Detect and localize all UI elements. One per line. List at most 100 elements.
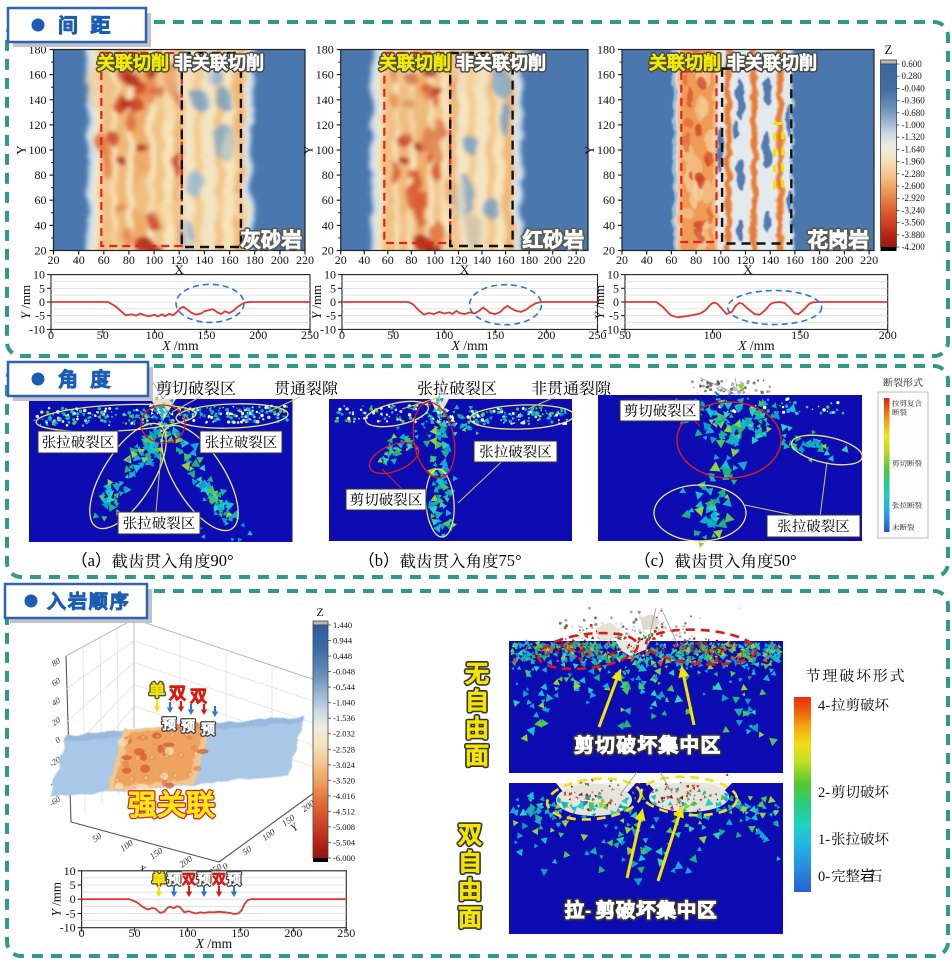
- svg-text:-1.536: -1.536: [333, 713, 355, 723]
- svg-text:60: 60: [322, 193, 334, 207]
- svg-text:-2.280: -2.280: [902, 169, 926, 179]
- svg-text:-0.040: -0.040: [902, 83, 926, 93]
- svg-text:20: 20: [48, 253, 60, 267]
- svg-text:-10: -10: [60, 921, 76, 935]
- svg-text:-10: -10: [603, 322, 619, 336]
- svg-text:-0.048: -0.048: [333, 667, 355, 677]
- svg-text:180: 180: [520, 253, 538, 267]
- svg-text:-3.520: -3.520: [333, 775, 355, 785]
- svg-text:50°: 50°: [774, 551, 797, 570]
- svg-text:Y: Y: [301, 145, 316, 155]
- svg-text:60: 60: [35, 193, 47, 207]
- svg-text:1.440: 1.440: [333, 620, 352, 630]
- svg-text:120: 120: [450, 253, 468, 267]
- svg-text:X /mm: X /mm: [451, 338, 489, 353]
- svg-text:-5.008: -5.008: [333, 822, 355, 832]
- svg-text:5: 5: [613, 281, 619, 295]
- svg-text:-2.920: -2.920: [902, 193, 926, 203]
- svg-text:-3.240: -3.240: [902, 205, 926, 215]
- svg-text:X /mm: X /mm: [195, 936, 233, 951]
- svg-text:0.944: 0.944: [333, 636, 353, 646]
- svg-text:-3.880: -3.880: [902, 230, 926, 240]
- svg-text:120: 120: [737, 253, 755, 267]
- svg-text:2-: 2-: [818, 785, 830, 801]
- svg-text:40: 40: [358, 253, 370, 267]
- svg-text:40: 40: [322, 218, 334, 232]
- svg-text:0.448: 0.448: [333, 651, 352, 661]
- svg-text:（c）: （c）: [634, 551, 674, 570]
- svg-text:1-: 1-: [818, 832, 830, 848]
- svg-text:140: 140: [316, 93, 334, 107]
- svg-text:160: 160: [316, 68, 334, 82]
- svg-text:0: 0: [48, 328, 54, 342]
- svg-text:250: 250: [589, 328, 607, 342]
- svg-text:180: 180: [597, 43, 615, 57]
- svg-text:-1.640: -1.640: [902, 144, 926, 154]
- svg-text:80: 80: [690, 253, 702, 267]
- svg-text:（a）: （a）: [71, 551, 111, 570]
- svg-text:180: 180: [316, 43, 334, 57]
- svg-text:Z: Z: [316, 605, 323, 619]
- svg-text:-5: -5: [326, 309, 336, 323]
- svg-text:20: 20: [322, 244, 334, 258]
- svg-text:160: 160: [221, 253, 239, 267]
- svg-text:120: 120: [29, 118, 47, 132]
- svg-text:160: 160: [29, 68, 47, 82]
- svg-text:-1.000: -1.000: [902, 120, 926, 130]
- svg-text:220: 220: [296, 253, 314, 267]
- svg-text:0: 0: [53, 734, 63, 745]
- svg-text:250: 250: [301, 328, 319, 342]
- svg-text:Y /mm: Y /mm: [18, 285, 33, 319]
- svg-text:-0.680: -0.680: [902, 108, 926, 118]
- svg-text:-4.016: -4.016: [333, 791, 355, 801]
- svg-text:200: 200: [879, 328, 897, 342]
- svg-text:0-: 0-: [818, 869, 830, 885]
- svg-text:20: 20: [35, 244, 47, 258]
- svg-text:100: 100: [145, 253, 163, 267]
- svg-text:50: 50: [97, 328, 109, 342]
- svg-text:0: 0: [339, 328, 345, 342]
- svg-text:Z: Z: [885, 43, 893, 57]
- svg-text:100: 100: [426, 253, 444, 267]
- svg-text:0.280: 0.280: [902, 71, 923, 81]
- svg-text:X: X: [743, 262, 753, 277]
- svg-text:80: 80: [35, 168, 47, 182]
- svg-text:100: 100: [704, 328, 722, 342]
- svg-text:10: 10: [33, 268, 45, 282]
- svg-text:120: 120: [597, 118, 615, 132]
- svg-text:100: 100: [435, 328, 453, 342]
- svg-text:-3.024: -3.024: [333, 760, 356, 770]
- svg-text:10: 10: [64, 864, 76, 878]
- svg-text:0: 0: [79, 926, 85, 940]
- svg-text:-6.000: -6.000: [333, 853, 355, 863]
- svg-text:-10: -10: [29, 322, 45, 336]
- svg-text:10: 10: [324, 268, 336, 282]
- svg-text:0.600: 0.600: [902, 59, 923, 69]
- svg-text:60: 60: [382, 253, 394, 267]
- svg-text:75°: 75°: [499, 551, 522, 570]
- svg-text:20: 20: [616, 253, 628, 267]
- svg-text:60: 60: [665, 253, 677, 267]
- svg-text:80: 80: [603, 168, 615, 182]
- svg-text:Y /mm: Y /mm: [309, 285, 324, 319]
- svg-text:160: 160: [597, 68, 615, 82]
- svg-text:20: 20: [603, 244, 615, 258]
- svg-text:-1.040: -1.040: [333, 698, 355, 708]
- svg-text:-4.512: -4.512: [333, 806, 355, 816]
- svg-text:120: 120: [170, 253, 188, 267]
- svg-text:220: 220: [567, 253, 585, 267]
- svg-text:40: 40: [641, 253, 653, 267]
- svg-text:-2.600: -2.600: [902, 181, 926, 191]
- svg-text:80: 80: [405, 253, 417, 267]
- svg-text:140: 140: [473, 253, 491, 267]
- svg-text:-1.320: -1.320: [902, 132, 926, 142]
- svg-text:200: 200: [249, 328, 267, 342]
- svg-text:-1.960: -1.960: [902, 157, 926, 167]
- svg-text:20: 20: [335, 253, 347, 267]
- svg-text:40: 40: [603, 218, 615, 232]
- svg-text:5: 5: [70, 878, 76, 892]
- svg-text:150: 150: [231, 926, 249, 940]
- svg-text:100: 100: [146, 328, 164, 342]
- svg-text:200: 200: [271, 253, 289, 267]
- svg-text:Y: Y: [582, 145, 597, 155]
